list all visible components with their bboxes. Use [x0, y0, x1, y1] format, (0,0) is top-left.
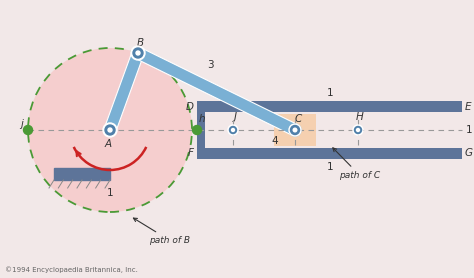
Text: 1: 1	[466, 125, 473, 135]
Bar	[197, 101, 462, 159]
Bar	[274, 114, 316, 146]
Text: h: h	[199, 114, 206, 124]
Circle shape	[28, 48, 192, 212]
Text: D: D	[186, 102, 194, 112]
Circle shape	[133, 48, 143, 58]
Text: E: E	[465, 102, 472, 112]
Text: G: G	[465, 148, 473, 158]
Circle shape	[192, 125, 201, 135]
Text: path of C: path of C	[333, 148, 381, 180]
Circle shape	[231, 128, 235, 131]
Circle shape	[356, 128, 359, 131]
Text: 1: 1	[107, 188, 113, 198]
Circle shape	[289, 124, 301, 136]
Circle shape	[131, 46, 145, 60]
Bar	[54, 168, 110, 180]
Text: B: B	[137, 38, 144, 48]
Text: 4: 4	[272, 136, 278, 146]
Text: 2: 2	[118, 88, 125, 98]
Circle shape	[293, 128, 297, 132]
Text: 1: 1	[327, 88, 333, 98]
Circle shape	[291, 125, 300, 135]
Circle shape	[132, 47, 144, 59]
Text: j: j	[20, 119, 23, 129]
Circle shape	[104, 124, 116, 136]
Text: A: A	[104, 139, 111, 149]
Circle shape	[103, 123, 117, 137]
Text: path of B: path of B	[133, 218, 191, 245]
Text: C: C	[294, 114, 301, 124]
Circle shape	[136, 51, 140, 55]
Text: ©1994 Encyclopaedia Britannica, Inc.: ©1994 Encyclopaedia Britannica, Inc.	[5, 266, 138, 273]
Circle shape	[353, 125, 363, 135]
Bar	[205, 112, 462, 148]
Circle shape	[355, 126, 362, 133]
Circle shape	[228, 125, 238, 135]
Circle shape	[229, 126, 237, 133]
Text: 3: 3	[207, 60, 213, 70]
Text: J: J	[234, 112, 237, 122]
Text: F: F	[188, 148, 194, 158]
Circle shape	[105, 125, 115, 135]
Circle shape	[24, 125, 33, 135]
Circle shape	[289, 124, 301, 136]
Polygon shape	[104, 51, 144, 132]
Circle shape	[108, 128, 112, 132]
Text: 1: 1	[327, 162, 333, 172]
Circle shape	[132, 47, 144, 59]
Text: H: H	[356, 112, 364, 122]
Polygon shape	[136, 48, 298, 135]
